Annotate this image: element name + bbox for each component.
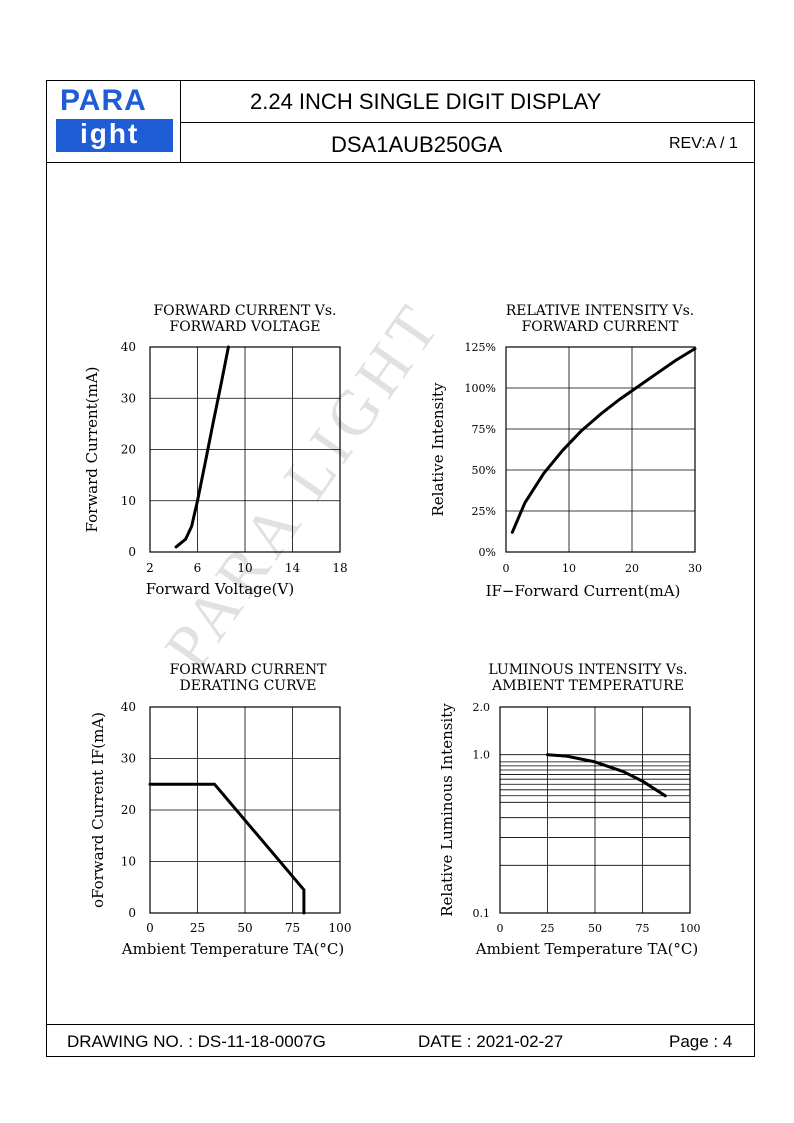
y-tick-label: 0	[128, 906, 136, 920]
page-frame	[46, 80, 755, 1057]
x-axis-label: Forward Voltage(V)	[146, 580, 294, 598]
x-axis-label: Ambient Temperature TA(°C)	[121, 940, 345, 958]
logo-text-top: PARA	[60, 84, 147, 117]
x-tick-label: 50	[237, 921, 252, 935]
x-tick-label: 0	[497, 922, 504, 935]
page-number: Page : 4	[669, 1032, 733, 1051]
y-tick-label: 40	[121, 340, 136, 354]
x-tick-label: 25	[541, 922, 555, 935]
series-line	[148, 782, 306, 915]
plot-frame	[149, 346, 341, 553]
x-tick-label: 6	[194, 561, 202, 575]
header-divider-bottom	[46, 162, 755, 163]
y-tick-label: 100%	[465, 382, 496, 395]
y-tick-label: 25%	[472, 505, 496, 518]
chart-title-line: RELATIVE INTENSITY Vs.	[506, 303, 695, 319]
header-divider-middle	[180, 122, 755, 123]
x-tick-label: 25	[190, 921, 205, 935]
part-number: DSA1AUB250GA	[331, 132, 503, 157]
x-tick-label: 0	[503, 562, 510, 575]
chart-title-line: FORWARD VOLTAGE	[169, 319, 320, 335]
y-axis-label: Forward Current(mA)	[83, 367, 101, 533]
x-tick-label: 2	[146, 561, 154, 575]
series-line	[510, 347, 697, 534]
y-axis-label: Relative Luminous Intensity	[438, 703, 456, 917]
x-tick-label: 18	[332, 561, 347, 575]
logo-text-bottom: ight	[80, 118, 140, 149]
y-tick-label: 30	[121, 752, 136, 766]
x-tick-label: 20	[625, 562, 639, 575]
y-tick-label: 1.0	[473, 749, 491, 762]
y-tick-label: 20	[121, 803, 136, 817]
x-tick-label: 30	[688, 562, 702, 575]
plot-frame	[505, 346, 696, 553]
x-tick-label: 50	[588, 922, 602, 935]
series-line	[174, 345, 230, 549]
x-tick-label: 75	[285, 921, 300, 935]
x-tick-label: 10	[237, 561, 252, 575]
footer-divider	[46, 1024, 755, 1025]
x-tick-label: 14	[285, 561, 301, 575]
para-light-logo: PARA ight	[56, 84, 173, 152]
y-tick-label: 10	[121, 855, 136, 869]
y-axis-label: oForward Current IF(mA)	[89, 712, 107, 908]
chart-title-line: FORWARD CURRENT Vs.	[153, 303, 336, 319]
y-tick-label: 40	[121, 700, 136, 714]
x-tick-label: 100	[680, 922, 701, 935]
document-date: DATE : 2021-02-27	[418, 1032, 564, 1051]
chart-title-line: DERATING CURVE	[180, 678, 317, 694]
plot-frame	[149, 706, 341, 914]
y-tick-label: 125%	[465, 341, 496, 354]
x-tick-label: 10	[562, 562, 576, 575]
header-divider-vertical	[180, 80, 181, 162]
y-tick-label: 0	[128, 545, 136, 559]
y-tick-label: 0.1	[473, 907, 491, 920]
y-tick-label: 50%	[472, 464, 496, 477]
chart-title-line: LUMINOUS INTENSITY Vs.	[488, 662, 687, 678]
x-axis-label: Ambient Temperature TA(°C)	[475, 940, 699, 958]
x-tick-label: 100	[329, 921, 352, 935]
chart-title-line: FORWARD CURRENT	[522, 319, 680, 335]
y-tick-label: 75%	[472, 423, 496, 436]
y-tick-label: 0%	[479, 546, 496, 559]
y-tick-label: 20	[121, 443, 136, 457]
y-tick-label: 30	[121, 391, 136, 405]
y-axis-label: Relative Intensity	[429, 382, 447, 517]
chart-title-line: AMBIENT TEMPERATURE	[491, 678, 684, 694]
x-axis-label: IF−Forward Current(mA)	[486, 582, 681, 600]
chart-title-line: FORWARD CURRENT	[170, 662, 328, 678]
plot-frame	[499, 706, 691, 914]
drawing-number: DRAWING NO. : DS-11-18-0007G	[67, 1032, 326, 1051]
series-line	[546, 753, 667, 798]
y-tick-label: 10	[121, 494, 136, 508]
document-title: 2.24 INCH SINGLE DIGIT DISPLAY	[250, 89, 602, 114]
x-tick-label: 0	[146, 921, 154, 935]
x-tick-label: 75	[636, 922, 650, 935]
revision: REV:A / 1	[669, 135, 738, 152]
y-tick-label: 2.0	[473, 701, 491, 714]
